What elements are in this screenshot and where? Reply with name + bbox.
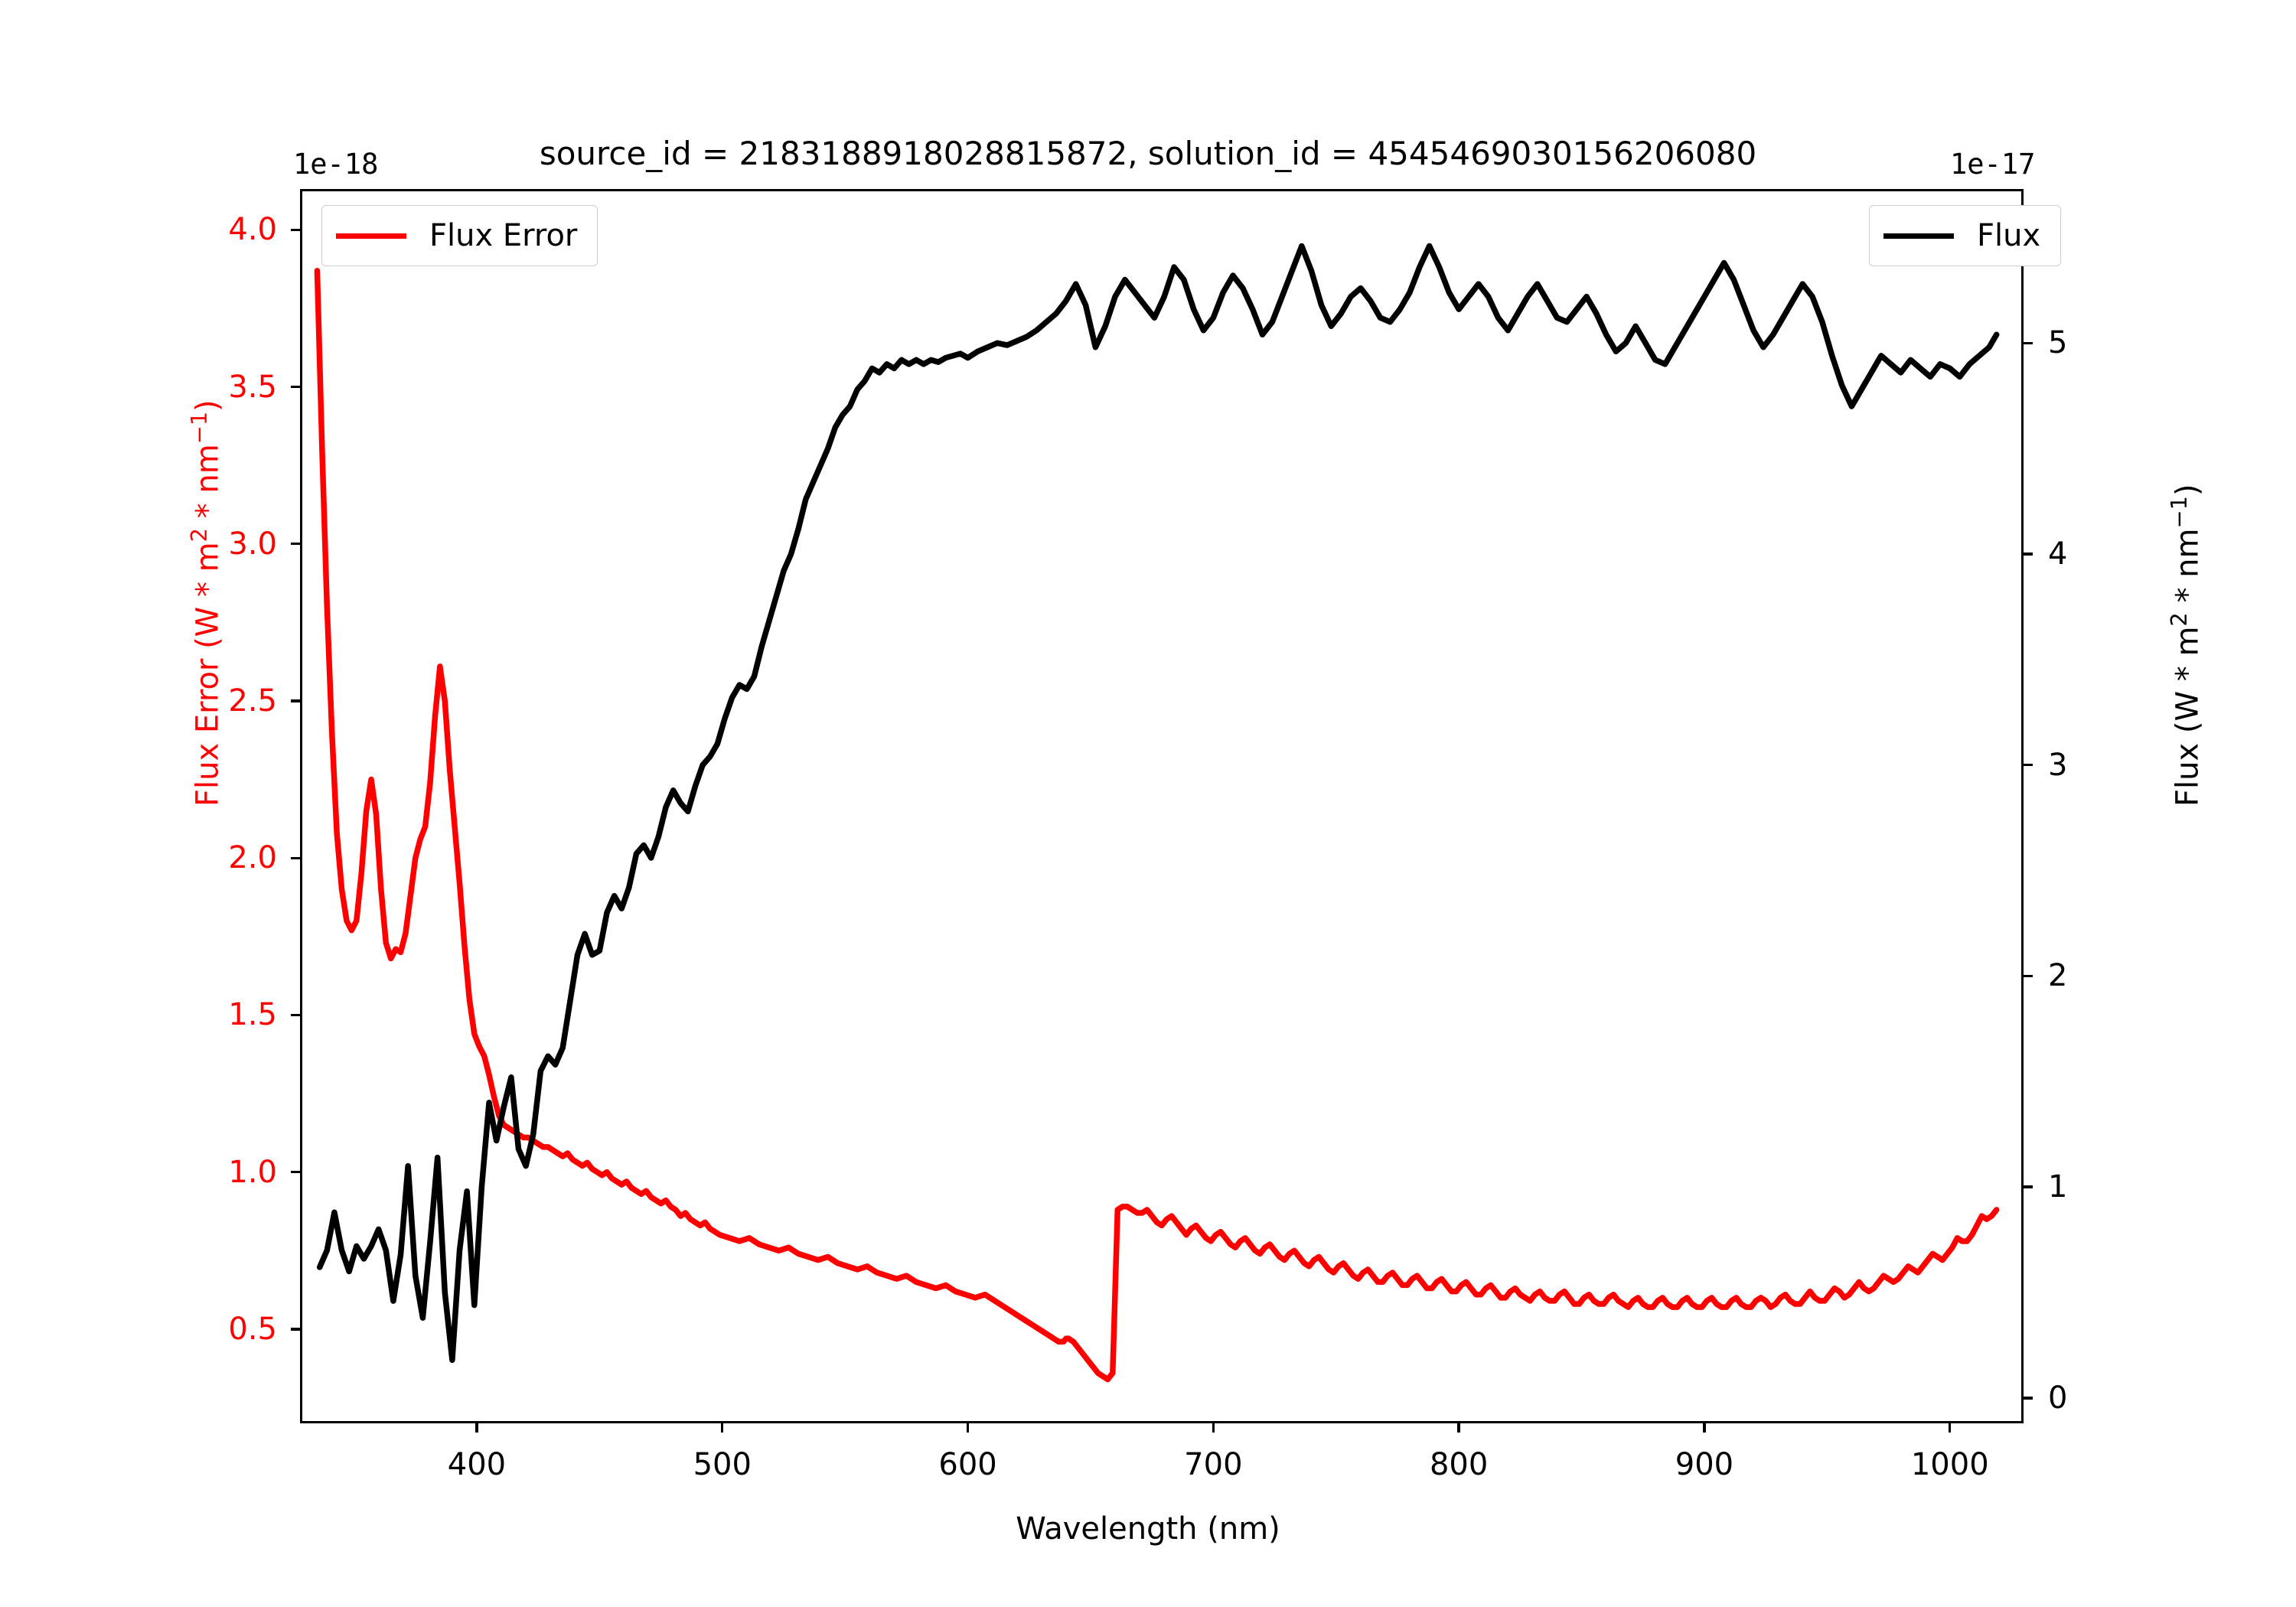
chart-title: source_id = 2183188918028815872, solutio… [539, 135, 1757, 172]
tick-label-bottom-3: 700 [1184, 1447, 1243, 1482]
tick-mark-bottom-1 [721, 1423, 724, 1433]
tick-label-right-5: 5 [2048, 325, 2068, 361]
legend-label-flux: Flux [1977, 218, 2041, 253]
tick-label-bottom-4: 800 [1429, 1447, 1489, 1482]
tick-label-bottom-6: 1000 [1910, 1447, 1989, 1482]
tick-mark-right-3 [2024, 764, 2033, 767]
tick-mark-left-2 [291, 1013, 300, 1017]
flux-line [316, 243, 2000, 1364]
tick-mark-right-5 [2024, 341, 2033, 344]
tick-label-bottom-0: 400 [447, 1447, 507, 1482]
tick-mark-bottom-5 [1703, 1423, 1706, 1433]
tick-label-left-2: 1.5 [228, 997, 277, 1033]
flux-error-line [314, 267, 2000, 1383]
tick-mark-left-3 [291, 856, 300, 859]
tick-label-bottom-2: 600 [938, 1447, 997, 1482]
legend-line-icon-black [1883, 233, 1954, 239]
tick-mark-left-4 [291, 699, 300, 702]
tick-label-left-7: 4.0 [228, 212, 277, 248]
tick-label-right-1: 1 [2048, 1169, 2068, 1205]
tick-mark-bottom-6 [1949, 1423, 1952, 1433]
tick-mark-right-1 [2024, 1185, 2033, 1188]
legend-flux[interactable]: Flux [1869, 205, 2062, 266]
tick-label-left-0: 0.5 [228, 1311, 277, 1347]
tick-mark-right-2 [2024, 974, 2033, 978]
legend-line-icon-red [336, 233, 406, 239]
tick-mark-right-4 [2024, 553, 2033, 556]
left-axis-offset-text: 1e-18 [293, 148, 379, 181]
tick-mark-left-1 [291, 1170, 300, 1174]
x-axis-title: Wavelength (nm) [1016, 1511, 1280, 1547]
tick-label-left-3: 2.0 [228, 840, 277, 876]
tick-mark-bottom-3 [1212, 1423, 1215, 1433]
right-y-axis-title: Flux (W * m2 * nm−1) [2166, 484, 2206, 807]
tick-mark-right-0 [2024, 1397, 2033, 1400]
plot-curves [314, 243, 2000, 1383]
tick-mark-bottom-0 [475, 1423, 478, 1433]
tick-label-bottom-1: 500 [693, 1447, 752, 1482]
left-y-axis-title: Flux Error (W * m2 * nm−1) [186, 399, 226, 807]
tick-label-left-4: 2.5 [228, 683, 277, 719]
tick-label-bottom-5: 900 [1675, 1447, 1734, 1482]
right-axis-offset-text: 1e-17 [1950, 148, 2036, 181]
tick-mark-bottom-2 [966, 1423, 970, 1433]
tick-label-right-4: 4 [2048, 536, 2068, 572]
tick-label-right-3: 3 [2048, 747, 2068, 783]
tick-label-right-2: 2 [2048, 958, 2068, 994]
plot-area-frame [300, 189, 2024, 1423]
legend-label-flux-error: Flux Error [429, 218, 578, 253]
tick-mark-left-6 [291, 385, 300, 389]
tick-label-left-6: 3.5 [228, 369, 277, 405]
tick-label-left-1: 1.0 [228, 1154, 277, 1190]
tick-mark-bottom-4 [1457, 1423, 1460, 1433]
tick-mark-left-0 [291, 1328, 300, 1331]
tick-label-left-5: 3.0 [228, 526, 277, 562]
tick-mark-left-5 [291, 543, 300, 546]
legend-flux-error[interactable]: Flux Error [321, 205, 598, 266]
tick-label-right-0: 0 [2048, 1380, 2068, 1416]
tick-mark-left-7 [291, 228, 300, 232]
